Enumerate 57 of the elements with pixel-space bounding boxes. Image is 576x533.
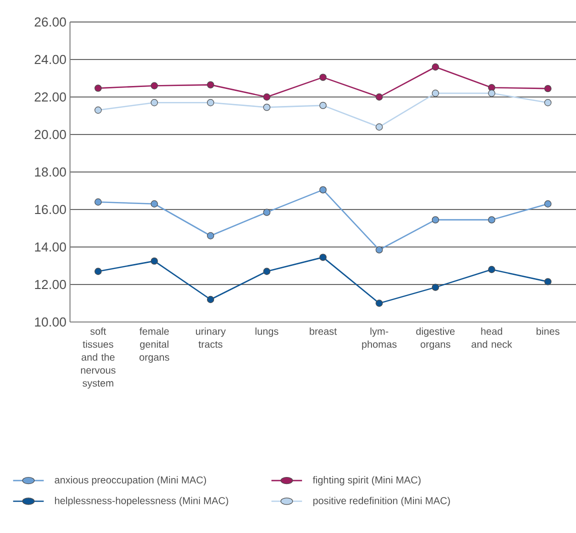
x-tick-label: bines [536,328,560,335]
point [319,254,327,261]
point [206,81,214,88]
x-tick-label: digestive organs [416,328,455,350]
point [432,63,440,71]
point [544,200,552,208]
legend-label: fighting spirit (Mini MAC) [312,476,421,486]
x-tick-label: head and neck [472,328,512,348]
point [488,90,496,97]
point [432,284,440,291]
legend-label: positive redefinition (Mini MAC) [313,496,450,506]
point [150,99,158,106]
point [432,90,440,97]
point [94,198,102,206]
x-tick-label: breast [310,328,337,335]
point [94,268,102,275]
point [206,232,214,240]
y-tick-label: 10.00 [35,317,66,327]
x-tick-label: female genital organs [140,328,170,363]
x-tick-label: soft tissues and the nervous system [81,328,116,389]
y-tick-label: 20.00 [34,130,66,140]
point [263,104,270,111]
point [263,208,270,216]
point [206,296,214,304]
point [488,266,496,274]
point [544,278,552,286]
point [488,216,496,224]
y-tick-label: 14.00 [35,242,66,252]
point [94,84,102,92]
point [319,102,327,110]
point [376,123,383,131]
point [319,186,327,194]
x-tick-label: urinary tracts [196,328,226,348]
point [376,246,383,254]
point [94,106,102,114]
y-tick-label: 16.00 [35,204,66,214]
y-tick-label: 12.00 [35,280,66,290]
point [206,99,214,106]
point [263,268,270,275]
point [263,93,270,101]
point [544,99,552,106]
point [319,74,327,81]
legend-label: helplessness-hopelessness (Mini MAC) [55,496,228,506]
x-tick-label: lym-phomas [362,328,397,350]
point [150,200,158,208]
point [150,82,158,90]
point [376,93,383,101]
y-tick-label: 26.00 [34,17,66,27]
point [432,216,440,224]
point [376,300,383,307]
point [150,257,158,265]
y-tick-label: 18.00 [35,167,66,177]
y-tick-label: 24.00 [34,54,66,64]
point [544,84,552,92]
y-tick-label: 22.00 [34,92,66,102]
legend-label: anxious preoccupation (Mini MAC) [54,476,206,486]
x-tick-label: lungs [256,328,278,337]
